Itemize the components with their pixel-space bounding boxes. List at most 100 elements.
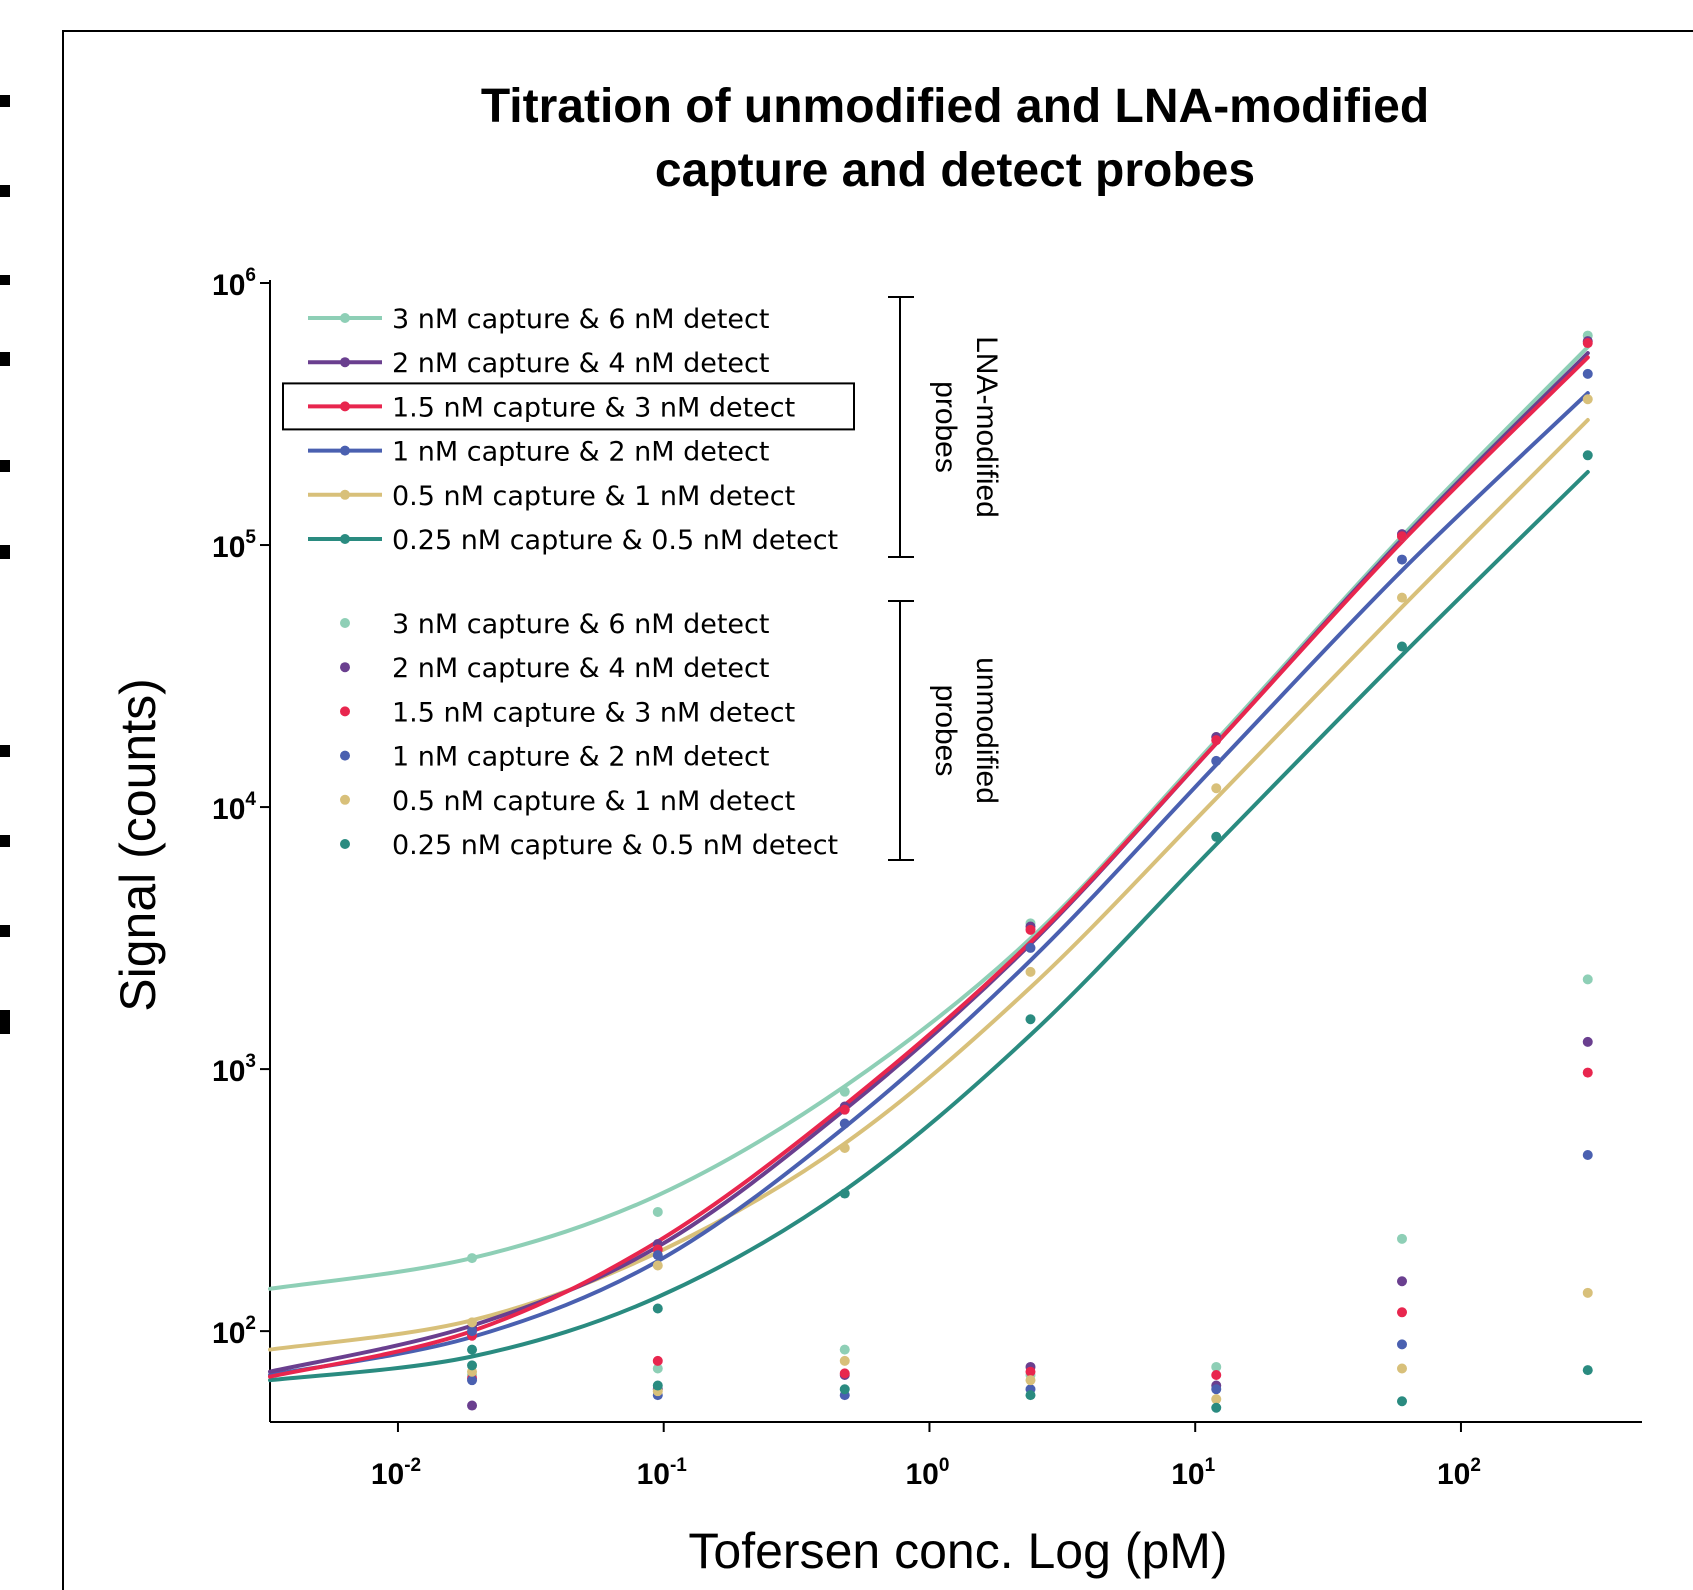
fit-curve-4	[268, 418, 1590, 1352]
group-label-0-line-2: probes	[929, 381, 962, 473]
lna-point-2-4	[1211, 735, 1222, 746]
lna-point-4-5	[1397, 592, 1408, 603]
lna-point-3-3	[1025, 942, 1036, 953]
legend-label-lna-4: 0.5 nM capture & 1 nM detect	[392, 481, 795, 512]
group-label-1-line-2: probes	[929, 685, 962, 777]
legend-label-unmodified-4: 0.5 nM capture & 1 nM detect	[392, 786, 795, 817]
lna-point-5-3	[1025, 1014, 1036, 1025]
lna-point-4-3	[1025, 966, 1036, 977]
legend-marker-unmodified-2	[340, 706, 350, 717]
unmodified-point-2-4	[1211, 1370, 1222, 1381]
lna-point-5-5	[1397, 641, 1408, 652]
legend-label-unmodified-5: 0.25 nM capture & 0.5 nM detect	[392, 830, 838, 861]
unmodified-point-5-1	[652, 1380, 663, 1391]
lna-point-4-2	[839, 1142, 850, 1153]
legend: 3 nM capture & 6 nM detect 2 nM capture &…	[282, 296, 1003, 861]
unmodified-point-0-5	[1397, 1233, 1408, 1244]
legend-label-lna-3: 1 nM capture & 2 nM detect	[392, 437, 769, 468]
legend-marker-unmodified-0	[340, 618, 350, 628]
lna-point-5-2	[839, 1188, 850, 1199]
unmodified-point-5-3	[1025, 1390, 1036, 1401]
fit-curve-0	[268, 345, 1590, 1291]
y-axis-label: Signal (counts)	[110, 678, 166, 1012]
unmodified-point-3-0	[467, 1375, 478, 1386]
legend-label-unmodified-2: 1.5 nM capture & 3 nM detect	[392, 697, 795, 728]
unmodified-point-3-4	[1211, 1384, 1222, 1395]
lna-data-points	[467, 330, 1593, 1355]
lna-point-4-1	[652, 1260, 663, 1271]
x-tick-label-1: 10-1	[637, 1455, 688, 1491]
y-tick-label-3: 105	[212, 527, 256, 564]
y-tick-label-2: 104	[212, 789, 256, 826]
lna-point-5-6	[1582, 450, 1593, 461]
unmodified-point-2-6	[1582, 1067, 1593, 1078]
legend-marker-lna-4	[340, 489, 350, 500]
lna-point-3-4	[1211, 755, 1222, 766]
legend-label-lna-1: 2 nM capture & 4 nM detect	[392, 348, 769, 379]
unmodified-point-4-2	[839, 1355, 850, 1366]
x-tick-label-0: 10-2	[371, 1455, 421, 1491]
chart-frame	[62, 30, 1693, 1590]
legend-marker-lna-1	[340, 357, 350, 368]
unmodified-point-5-2	[839, 1384, 850, 1395]
y-tick-label-0: 102	[212, 1313, 256, 1350]
legend-marker-unmodified-4	[340, 794, 350, 805]
lna-point-0-0	[467, 1253, 478, 1264]
legend-marker-lna-3	[340, 445, 350, 456]
chart-title: Titration of unmodified and LNA-modified…	[481, 80, 1429, 197]
unmodified-point-5-4	[1211, 1402, 1222, 1413]
unmodified-point-2-2	[839, 1368, 850, 1379]
lna-point-2-2	[839, 1104, 850, 1115]
legend-marker-lna-5	[340, 534, 350, 544]
legend-label-unmodified-0: 3 nM capture & 6 nM detect	[392, 609, 769, 640]
lna-point-3-0	[467, 1326, 478, 1337]
chart-title-line-2: capture and detect probes	[655, 144, 1255, 197]
lna-point-4-6	[1582, 394, 1593, 405]
x-tick-label-2: 100	[905, 1455, 949, 1491]
unmodified-point-4-5	[1397, 1363, 1408, 1374]
legend-label-unmodified-1: 2 nM capture & 4 nM detect	[392, 653, 769, 684]
lna-point-2-6	[1582, 338, 1593, 349]
unmodified-point-0-6	[1582, 974, 1593, 985]
unmodified-point-4-6	[1582, 1287, 1593, 1298]
fit-curve-2	[268, 355, 1590, 1379]
unmodified-point-0-1	[652, 1363, 663, 1374]
legend-marker-lna-2	[340, 401, 350, 412]
legend-marker-unmodified-1	[340, 662, 350, 673]
x-tick-label-3: 101	[1171, 1455, 1215, 1491]
unmodified-point-1-0	[467, 1400, 478, 1411]
axes	[269, 280, 1642, 1423]
chart-title-line-1: Titration of unmodified and LNA-modified	[481, 80, 1429, 133]
unmodified-point-0-4	[1211, 1361, 1222, 1372]
lna-point-3-2	[839, 1118, 850, 1129]
fit-curves	[268, 345, 1590, 1383]
unmodified-point-3-6	[1582, 1150, 1593, 1161]
lna-point-4-0	[467, 1317, 478, 1328]
unmodified-point-2-5	[1397, 1307, 1408, 1318]
x-axis-label: Tofersen conc. Log (pM)	[688, 1523, 1227, 1579]
x-axis-ticks: 10-2 10-1 100 101 102	[371, 1422, 1481, 1491]
lna-point-5-1	[652, 1303, 663, 1314]
y-axis-ticks: 102 103 104 105 106	[212, 265, 270, 1350]
legend-marker-unmodified-3	[340, 750, 350, 761]
unmodified-point-0-2	[839, 1344, 850, 1355]
y-tick-label-1: 103	[212, 1051, 256, 1088]
unmodified-data-points	[467, 974, 1593, 1413]
legend-label-unmodified-3: 1 nM capture & 2 nM detect	[392, 742, 769, 773]
lna-point-5-0	[467, 1344, 478, 1355]
legend-marker-lna-0	[340, 313, 350, 323]
group-label-1-line-1: unmodified	[970, 657, 1003, 804]
unmodified-point-4-4	[1211, 1394, 1222, 1405]
lna-point-3-6	[1582, 368, 1593, 379]
unmodified-point-4-3	[1025, 1375, 1036, 1386]
unmodified-point-3-5	[1397, 1339, 1408, 1350]
group-label-0-line-1: LNA-modified	[970, 336, 1003, 518]
lna-point-5-4	[1211, 831, 1222, 842]
lna-point-2-5	[1397, 531, 1408, 542]
unmodified-point-5-5	[1397, 1396, 1408, 1407]
legend-marker-unmodified-5	[340, 839, 350, 849]
lna-point-3-1	[652, 1250, 663, 1261]
legend-label-lna-5: 0.25 nM capture & 0.5 nM detect	[392, 525, 838, 556]
y-tick-label-4: 106	[212, 265, 256, 302]
